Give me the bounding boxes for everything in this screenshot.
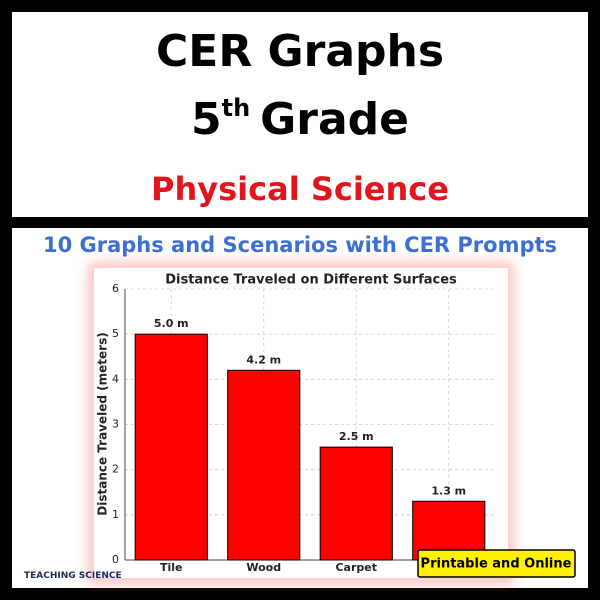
- grade-suffix: th: [222, 94, 251, 122]
- value-label: 4.2 m: [246, 353, 281, 366]
- x-tick-label: Carpet: [335, 561, 377, 574]
- y-tick-label: 2: [112, 463, 119, 476]
- chart-title: Distance Traveled on Different Surfaces: [165, 273, 457, 288]
- logo: TEACHING SCIENCE: [24, 571, 122, 581]
- y-tick-label: 3: [112, 418, 119, 431]
- value-label: 2.5 m: [339, 430, 374, 443]
- header-panel: [12, 12, 588, 217]
- x-tick-label: Wood: [246, 561, 281, 574]
- badge-box: [417, 549, 576, 578]
- value-label: 5.0 m: [154, 317, 189, 330]
- grade: 5th Grade: [191, 94, 409, 145]
- y-tick-label: 4: [112, 372, 119, 385]
- y-tick-label: 0: [112, 553, 119, 566]
- bar: [319, 446, 393, 561]
- badge: Printable and Online: [421, 557, 572, 572]
- chart: Distance Traveled on Different Surfaces …: [96, 273, 495, 574]
- subject: Physical Science: [151, 170, 449, 208]
- grade-number: 5: [191, 94, 222, 145]
- title: CER Graphs: [156, 26, 444, 77]
- value-label: 1.3 m: [431, 484, 466, 497]
- y-tick-label: 6: [112, 282, 119, 295]
- y-tick-label: 1: [112, 508, 119, 521]
- subtitle: 10 Graphs and Scenarios with CER Prompts: [43, 233, 557, 257]
- y-axis-label: Distance Traveled (meters): [96, 332, 110, 515]
- grade-word: Grade: [260, 94, 409, 145]
- bar: [134, 333, 208, 561]
- bar: [227, 369, 301, 561]
- y-tick-label: 5: [112, 327, 119, 340]
- x-tick-label: Tile: [160, 561, 183, 574]
